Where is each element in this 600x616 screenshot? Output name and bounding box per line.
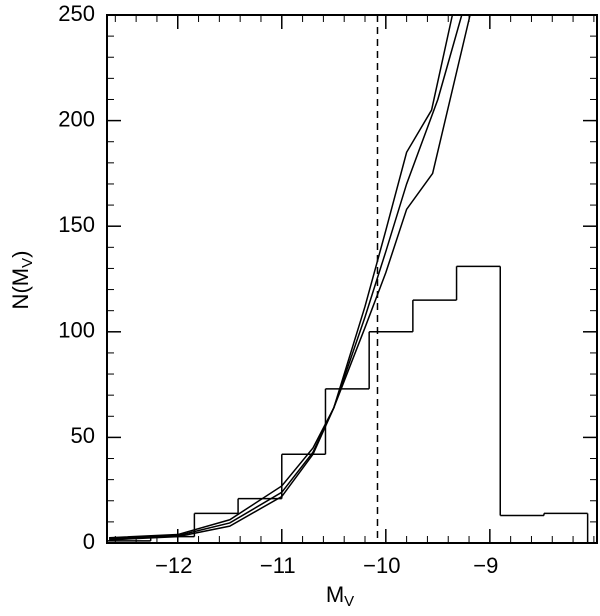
x-tick-label: −12 bbox=[155, 553, 192, 578]
model-curve bbox=[109, 15, 471, 539]
y-label-main: N(M bbox=[8, 268, 33, 310]
x-tick-label: −10 bbox=[363, 553, 400, 578]
y-tick-label: 100 bbox=[58, 318, 95, 343]
y-tick-label: 0 bbox=[83, 529, 95, 554]
y-axis-label: N(MV) bbox=[8, 251, 36, 310]
y-tick-label: 50 bbox=[71, 423, 95, 448]
x-tick-label: −11 bbox=[260, 553, 296, 578]
plot-frame bbox=[106, 14, 598, 544]
y-label-sub: V bbox=[19, 258, 36, 268]
x-label-sub: V bbox=[344, 593, 354, 610]
y-tick-label: 150 bbox=[58, 212, 95, 237]
plot bbox=[107, 15, 589, 543]
x-axis-label: MV bbox=[326, 582, 354, 610]
model-curve bbox=[109, 15, 463, 540]
y-tick-label: 200 bbox=[58, 106, 95, 131]
x-tick-label: −9 bbox=[473, 553, 498, 578]
model-curve bbox=[109, 15, 454, 541]
y-label-close: ) bbox=[8, 251, 33, 258]
y-tick-label: 250 bbox=[58, 1, 95, 26]
x-label-main: M bbox=[326, 582, 344, 607]
